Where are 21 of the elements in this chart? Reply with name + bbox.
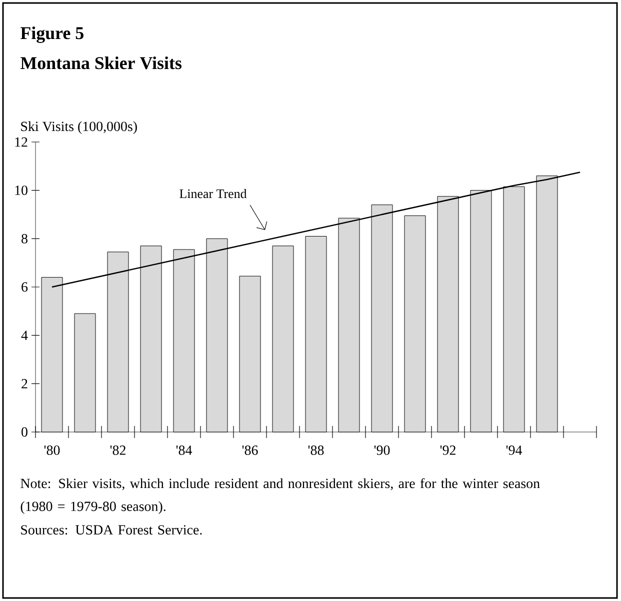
y-tick-label: 0 (22, 427, 28, 437)
y-tick-label: 10 (15, 186, 28, 196)
x-tick-label: '90 (374, 446, 390, 455)
y-tick-label: 8 (22, 234, 28, 244)
y-tick-label: 4 (21, 330, 28, 340)
chart-subtitle: Montana Skier Visits (20, 56, 182, 70)
text: Note: Skier visits, which include resident and nonresident skiers, are for the winter season (1980 = 1979-80 season). (20, 478, 540, 514)
x-tick-label: '94 (506, 446, 522, 455)
chart-title: Figure 5 (20, 26, 84, 43)
y-tick-label: 12 (15, 137, 28, 147)
x-tick-label: '86 (242, 446, 258, 455)
x-tick-label: '84 (176, 446, 192, 455)
x-tick-label: '88 (308, 446, 324, 455)
annotation: Linear Trend (180, 189, 247, 198)
source-note: Sources: USDA Forest Service. (21, 525, 202, 535)
x-tick-label: '92 (440, 446, 456, 455)
y-tick-label: 6 (22, 282, 28, 292)
y-tick-label: 2 (22, 379, 28, 388)
y-axis-title: Ski Visits (100,000s) (21, 121, 137, 134)
x-tick-label: '80 (44, 446, 60, 455)
x-tick-label: '82 (110, 446, 126, 455)
